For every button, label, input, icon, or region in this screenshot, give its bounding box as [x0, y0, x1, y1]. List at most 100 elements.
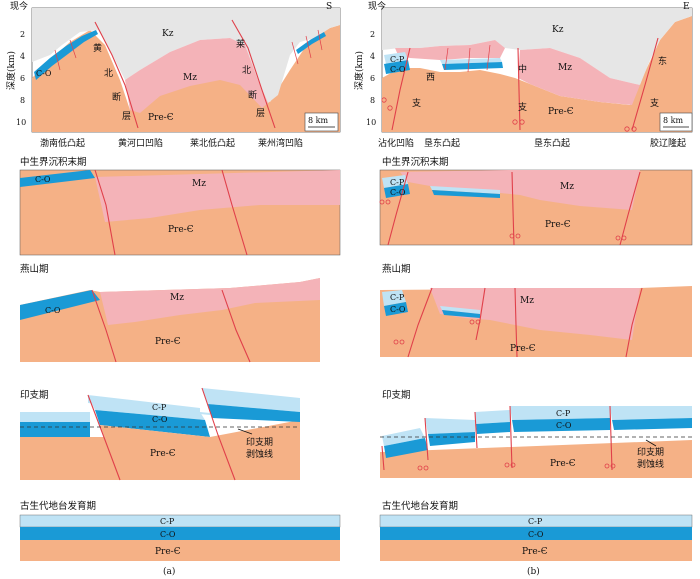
fault-label-char: 断: [112, 91, 121, 103]
panel-a-tick: 2: [20, 30, 25, 39]
mz-label-a: Mz: [183, 73, 197, 83]
co-label-b: C-O: [390, 65, 406, 74]
cp-label: C-P: [556, 409, 571, 418]
panel-b-caption: (b): [527, 566, 540, 577]
mz-label-b: Mz: [558, 63, 572, 73]
region-label: 胶辽隆起: [650, 137, 686, 149]
erosion-line-label: 印支期: [637, 446, 664, 458]
region-label: 垦东凸起: [424, 137, 460, 149]
fault-label-char: 西: [426, 72, 435, 83]
pre-label: Pre-Є: [510, 344, 536, 354]
co-label: C-O: [390, 305, 406, 314]
panel-b-stage-title: 中生界沉积末期: [382, 156, 449, 168]
panel-a-stage-title: 印支期: [20, 389, 49, 401]
cp-label: C-P: [528, 517, 543, 526]
panel-a-tick: 6: [20, 74, 25, 83]
region-label: 莱北低凸起: [190, 137, 235, 149]
mz-label: Mz: [560, 182, 574, 192]
cp-label-b: C-P: [390, 55, 405, 64]
pre-label: Pre-Є: [155, 337, 181, 347]
fault-label-char: 中: [518, 63, 527, 75]
cp-label: C-P: [390, 178, 405, 187]
pre-label: Pre-Є: [150, 449, 176, 459]
fault-label-char: 层: [122, 111, 131, 122]
cp-label: C-P: [390, 293, 405, 302]
panel-b-scale-bar: 8 km: [659, 112, 693, 132]
panel-b-tick: 8: [370, 96, 375, 105]
co-label-a: C-O: [36, 69, 52, 78]
co-label: C-O: [160, 530, 176, 539]
panel-a-stage-yanshan: [20, 278, 320, 363]
panel-b-depth-label: 深度(km): [353, 51, 365, 90]
co-label: C-O: [556, 421, 572, 430]
panel-a-present-section: [31, 7, 341, 133]
panel-b-present-section: [381, 7, 693, 133]
pre-label: Pre-Є: [522, 547, 548, 557]
panel-b-stage-yanshan: [380, 286, 692, 358]
region-label: 莱州湾凹陷: [258, 137, 303, 149]
panel-b-stage-paleozoic: [379, 514, 693, 561]
co-label: C-O: [528, 530, 544, 539]
panel-b-stage-title: 印支期: [382, 389, 411, 401]
pre-label-b: Pre-Є: [548, 107, 574, 117]
svg-text:8 km: 8 km: [663, 116, 683, 125]
panel-b-present-label: 现今: [368, 0, 386, 12]
panel-a-stage-title: 中生界沉积末期: [20, 156, 87, 168]
co-label: C-O: [152, 415, 168, 424]
panel-b-direction: E: [683, 2, 690, 12]
cp-label: C-P: [160, 517, 175, 526]
panel-b-stage-mesozoic-end: [379, 169, 693, 246]
fault-label-char: 层: [256, 108, 265, 119]
fault-label-char: 黄: [93, 42, 102, 54]
panel-b-stage-title: 燕山期: [382, 263, 411, 275]
fault-label-char: 支: [412, 97, 421, 109]
co-label: C-O: [35, 175, 51, 184]
region-label: 垦东凸起: [534, 137, 570, 149]
region-label: 黄河口凹陷: [118, 137, 163, 149]
co-label: C-O: [45, 306, 61, 315]
panel-a-tick: 4: [20, 52, 25, 61]
pre-label-a: Pre-Є: [148, 113, 174, 123]
region-label: 渤南低凸起: [40, 137, 85, 149]
panel-a-direction: S: [326, 2, 332, 12]
zhong-fault: [517, 47, 521, 131]
panel-a-stage-title: 燕山期: [20, 263, 49, 275]
xi-fault: [391, 47, 411, 131]
mz-label: Mz: [192, 179, 206, 189]
svg-text:8 km: 8 km: [308, 116, 328, 125]
fault-label-char: 莱: [236, 38, 245, 50]
fault-label-char: 北: [242, 65, 251, 76]
pre-label: Pre-Є: [550, 459, 576, 469]
panel-a-stage-title: 古生代地台发育期: [20, 500, 96, 512]
panel-a-stage-paleozoic: [19, 514, 341, 561]
panel-b: 现今 E 深度(km) 2 4 6 8 10 Kz Mz Pre-Є C-P C…: [353, 0, 693, 577]
huangbei-fault: [94, 21, 139, 129]
panel-a-present-label: 现今: [10, 0, 28, 12]
panel-a-scale-bar: 8 km: [304, 112, 339, 132]
panel-b-stage-indosinian: [380, 405, 692, 478]
laibei-fault: [231, 19, 276, 129]
pre-label: Pre-Є: [155, 547, 181, 557]
fault-label-char: 东: [658, 55, 667, 67]
mz-label: Mz: [170, 293, 184, 303]
panel-a-tick: 10: [16, 118, 26, 127]
fault-label-char: 断: [248, 89, 257, 101]
fault-label-char: 支: [518, 101, 527, 113]
mz-label: Mz: [520, 296, 534, 306]
panel-b-tick: 4: [370, 52, 375, 61]
panel-a-caption: (a): [163, 566, 175, 577]
fault-label-char: 支: [650, 97, 659, 109]
erosion-line-label: 印支期: [246, 436, 273, 448]
erosion-line-label: 剥蚀线: [637, 458, 664, 470]
kz-label-b: Kz: [552, 25, 564, 35]
panel-a-depth-label: 深度(km): [5, 51, 17, 90]
erosion-line-label: 剥蚀线: [246, 448, 273, 460]
dong-fault: [631, 37, 659, 131]
pre-label: Pre-Є: [545, 220, 571, 230]
panel-b-tick: 10: [366, 118, 376, 127]
panel-b-tick: 6: [370, 74, 375, 83]
panel-b-tick: 2: [370, 30, 375, 39]
panel-a-stage-indosinian: [20, 387, 300, 481]
panel-a-tick: 8: [20, 96, 25, 105]
